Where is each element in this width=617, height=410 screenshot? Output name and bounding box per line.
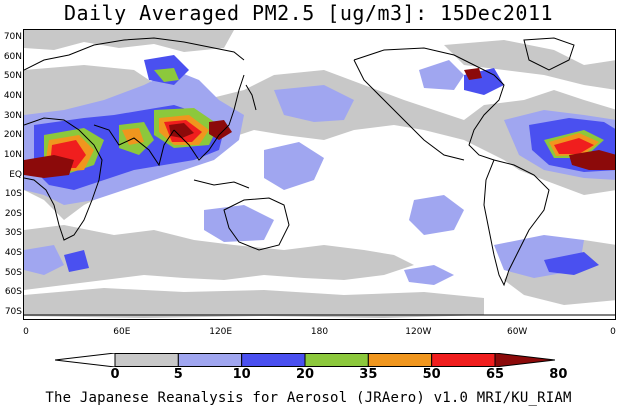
latitude-label: 10S <box>4 189 22 200</box>
map-title: Daily Averaged PM2.5 [ug/m3]: 15Dec2011 <box>63 1 554 25</box>
colorbar-label: 50 <box>422 367 441 382</box>
longitude-label: 120W <box>405 327 432 337</box>
colorbar-label: 20 <box>295 367 315 382</box>
longitude-label: 60W <box>506 327 528 337</box>
latitude-label: 40S <box>4 248 22 259</box>
colorbar <box>54 352 556 368</box>
latitude-label: 60N <box>3 51 22 62</box>
longitude-label: 180 <box>310 327 329 337</box>
longitude-label: 60E <box>113 327 131 337</box>
credit-line: The Japanese Reanalysis for Aerosol (JRA… <box>45 390 572 406</box>
colorbar-label: 10 <box>232 367 251 382</box>
coastlines <box>24 37 615 316</box>
colorbar-label: 0 <box>110 367 120 382</box>
latitude-label: 60S <box>4 287 22 298</box>
longitude-label: 0 <box>610 327 616 337</box>
longitude-label: 120E <box>209 327 233 337</box>
pm25-darkred-layer <box>24 68 615 178</box>
colorbar-swatches <box>54 352 556 368</box>
colorbar-swatch-min <box>54 352 116 368</box>
latitude-label: 30N <box>3 110 22 121</box>
latitude-label: EQ <box>9 169 22 180</box>
latitude-label: 70N <box>3 31 22 42</box>
colorbar-label: 5 <box>173 367 183 382</box>
latitude-label: 20N <box>3 130 22 141</box>
colorbar-swatch <box>304 353 369 367</box>
colorbar-swatch <box>114 353 179 367</box>
latitude-label: 20S <box>4 208 22 219</box>
pm25-map-canvas <box>24 30 615 318</box>
latitude-label: 70S <box>4 307 22 318</box>
latitude-label: 40N <box>3 90 22 101</box>
colorbar-label: 80 <box>549 367 568 382</box>
colorbar-swatch <box>367 353 433 367</box>
longitude-label: 0 <box>23 327 29 337</box>
colorbar-swatch <box>431 353 496 367</box>
latitude-label: 50N <box>3 71 22 82</box>
colorbar-swatch <box>241 353 306 367</box>
colorbar-swatch-max <box>494 352 556 368</box>
latitude-label: 30S <box>4 228 22 239</box>
pm25-map <box>23 29 616 320</box>
colorbar-label: 35 <box>359 367 378 382</box>
colorbar-swatch <box>177 353 243 367</box>
latitude-label: 50S <box>4 267 22 278</box>
latitude-label: 10N <box>3 149 22 160</box>
colorbar-label: 65 <box>485 367 505 382</box>
